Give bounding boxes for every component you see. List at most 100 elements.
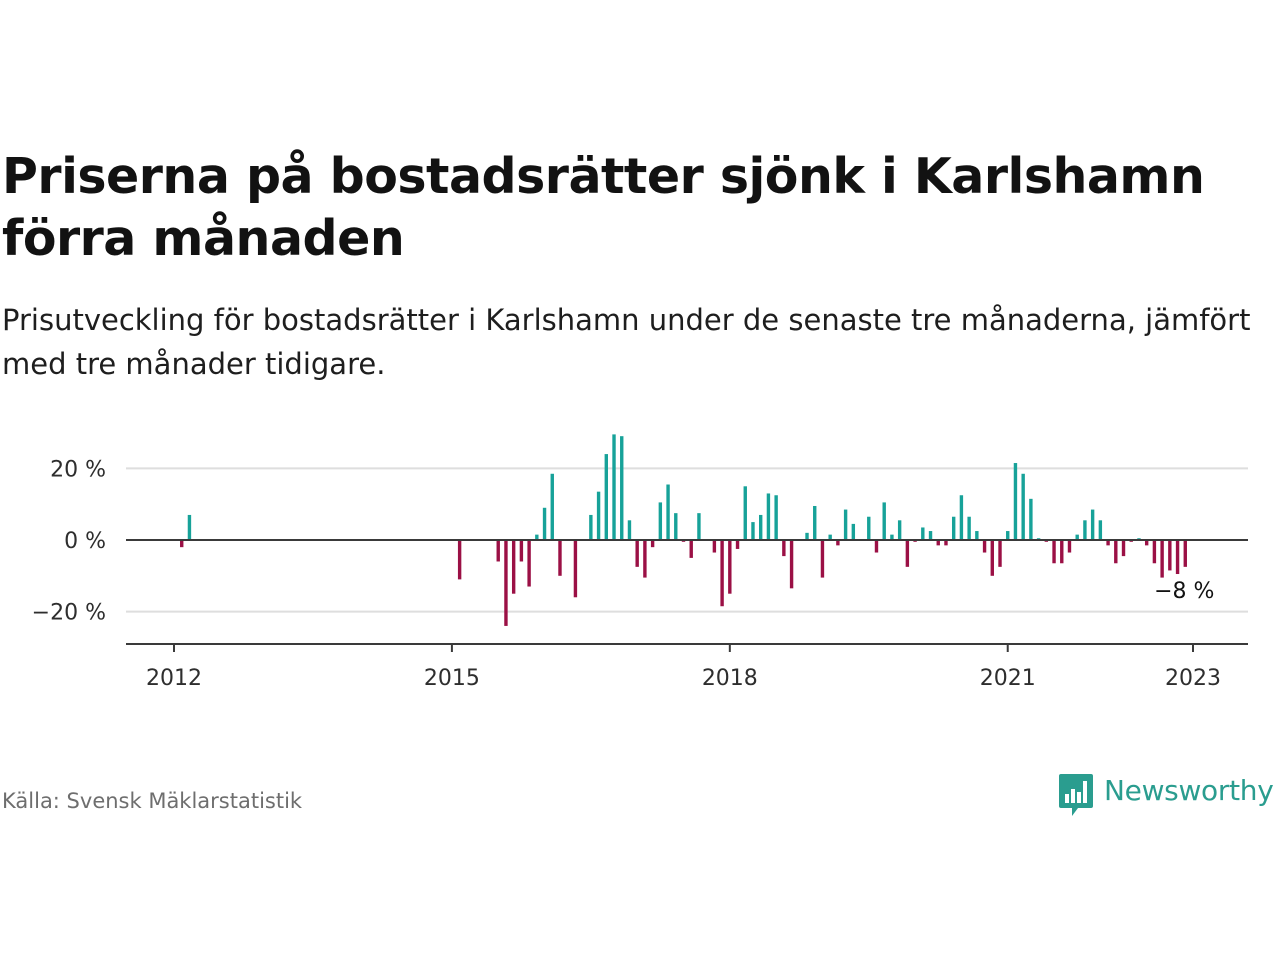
bar xyxy=(1013,463,1018,540)
bar xyxy=(928,531,933,540)
bar xyxy=(1075,534,1079,540)
x-tick-label: 2021 xyxy=(980,666,1036,691)
bar xyxy=(1152,540,1157,564)
bar xyxy=(180,540,184,548)
bar xyxy=(975,531,979,540)
bar xyxy=(650,540,655,548)
bar xyxy=(836,540,840,546)
bar xyxy=(187,514,192,540)
bar xyxy=(982,540,987,553)
bar xyxy=(1098,520,1103,540)
bar xyxy=(813,505,817,540)
bar xyxy=(789,540,794,589)
bar xyxy=(1021,473,1025,540)
bar xyxy=(728,540,732,594)
y-tick-label: −20 % xyxy=(32,601,106,626)
bar xyxy=(820,540,825,578)
bar xyxy=(882,502,886,540)
bars xyxy=(180,434,1187,626)
last-value-label: −8 % xyxy=(1154,579,1214,604)
source-note: Källa: Svensk Mäklarstatistik xyxy=(2,789,303,813)
bar xyxy=(627,520,632,540)
x-tick-label: 2015 xyxy=(424,666,480,691)
bar xyxy=(604,454,608,540)
x-axis-ticks: 2012 2015 2018 2021 2023 xyxy=(146,644,1221,691)
bar xyxy=(998,540,1002,567)
chart-title: Priserna på bostadsrätter sjönk i Karlsh… xyxy=(2,148,1205,267)
bar xyxy=(550,473,554,540)
bar xyxy=(843,509,848,540)
chart-subtitle: Prisutveckling för bostadsrätter i Karls… xyxy=(2,303,1251,381)
bar xyxy=(874,540,879,553)
bar xyxy=(612,434,616,540)
bar xyxy=(643,540,647,578)
bar xyxy=(897,520,902,540)
bar xyxy=(867,516,871,540)
bar xyxy=(720,540,724,607)
bar xyxy=(457,540,462,580)
bar xyxy=(1067,540,1072,553)
bar xyxy=(504,540,508,626)
x-tick-label: 2012 xyxy=(146,666,202,691)
bar xyxy=(1006,531,1010,540)
bar xyxy=(774,495,778,540)
bar xyxy=(905,540,910,567)
bar xyxy=(944,540,948,546)
bar xyxy=(828,534,832,540)
bar xyxy=(1106,540,1110,546)
bar xyxy=(967,516,971,540)
bar xyxy=(1168,540,1172,571)
x-tick-label: 2023 xyxy=(1165,666,1221,691)
grid-lines xyxy=(126,467,1248,613)
bar xyxy=(697,513,701,540)
bar xyxy=(666,484,670,540)
bar xyxy=(851,523,856,540)
bar xyxy=(1183,540,1187,567)
bar xyxy=(990,540,994,576)
bar xyxy=(535,534,539,540)
bar xyxy=(589,514,593,540)
bar xyxy=(511,540,516,594)
bar xyxy=(1029,498,1033,540)
bar xyxy=(1175,540,1180,575)
bar xyxy=(712,540,717,553)
bar xyxy=(527,540,531,587)
bar xyxy=(759,514,763,540)
brand-logo: Newsworthy xyxy=(1058,772,1274,820)
bar xyxy=(573,540,578,598)
bar xyxy=(1144,540,1149,546)
bar xyxy=(1083,520,1087,540)
bar xyxy=(951,516,956,540)
bar xyxy=(751,522,755,540)
bar xyxy=(674,513,678,540)
bar xyxy=(1121,540,1126,557)
bar xyxy=(1090,509,1095,540)
bar xyxy=(959,495,964,540)
bar xyxy=(936,540,940,546)
bar xyxy=(658,502,663,540)
bar xyxy=(519,540,524,562)
bar xyxy=(1052,540,1056,564)
bar xyxy=(689,540,693,558)
bar xyxy=(1114,540,1118,564)
bar-chart: 20 % 0 % −20 % 2012 2015 2018 2021 2023 −8 % xyxy=(32,434,1248,691)
y-tick-label: 0 % xyxy=(64,529,106,554)
bar xyxy=(766,493,771,540)
bar xyxy=(890,534,894,540)
bar-chart-speech-bubble-icon xyxy=(1059,774,1093,816)
bar xyxy=(743,486,747,540)
bar xyxy=(620,436,624,540)
bar xyxy=(496,540,500,562)
y-tick-label: 20 % xyxy=(50,457,106,482)
bar xyxy=(558,540,562,576)
bar xyxy=(805,532,809,540)
y-axis-ticks: 20 % 0 % −20 % xyxy=(32,457,106,625)
x-tick-label: 2018 xyxy=(702,666,758,691)
bar xyxy=(635,540,639,567)
bar xyxy=(921,527,925,540)
bar xyxy=(1060,540,1064,564)
brand-name: Newsworthy xyxy=(1104,774,1274,807)
bar xyxy=(596,491,601,540)
bar xyxy=(735,540,740,549)
bar xyxy=(782,540,786,557)
